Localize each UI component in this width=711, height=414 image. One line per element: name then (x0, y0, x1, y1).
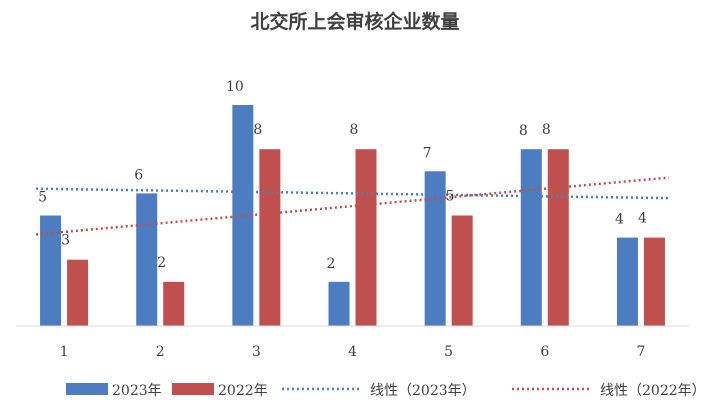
x-tick-label: 3 (252, 344, 261, 360)
data-label-2023年-6: 8 (519, 123, 528, 139)
data-label-2022年-6: 8 (542, 122, 551, 138)
data-label-2022年-1: 3 (61, 233, 70, 249)
data-label-2022年-3: 8 (253, 122, 262, 138)
bar-2023年-6 (520, 149, 542, 326)
legend-swatch (172, 383, 214, 395)
x-tick-label: 6 (540, 344, 549, 360)
x-tick-labels: 1 2 3 4 5 6 7 (60, 344, 646, 360)
data-label-2023年-1: 5 (38, 190, 47, 206)
chart-title: 北交所上会审核企业数量 (250, 10, 459, 33)
legend-swatch (66, 383, 108, 395)
trendlines-layer (35, 176, 670, 236)
bar-2022年-5 (451, 215, 473, 326)
trendline-2023年 (36, 187, 669, 200)
x-tick-label: 1 (60, 344, 69, 360)
trendline-2022年 (35, 176, 670, 236)
data-label-2022年-2: 2 (157, 255, 166, 271)
legend-label: 2023年 (112, 383, 162, 399)
data-label-2022年-4: 8 (350, 122, 359, 138)
data-label-2023年-4: 2 (327, 256, 336, 272)
x-tick-label: 7 (636, 344, 645, 360)
bar-2022年-6 (547, 149, 569, 326)
bar-2023年-2 (136, 193, 158, 326)
bar-2023年-4 (328, 281, 350, 326)
bar-2023年-5 (424, 171, 446, 326)
x-tick-label: 5 (444, 344, 453, 360)
data-label-2023年-3: 10 (226, 79, 244, 95)
data-label-2023年-2: 6 (134, 167, 143, 183)
bar-2022年-2 (163, 281, 185, 326)
legend-label: 线性（2023年） (370, 383, 476, 399)
legend-label: 线性（2022年） (600, 383, 706, 399)
legend: 2023年 2022年 线性（2023年） 线性（2022年） (66, 383, 706, 399)
bar-2022年-3 (259, 149, 281, 326)
bar-2022年-7 (643, 237, 665, 326)
x-tick-label: 2 (156, 344, 165, 360)
bar-2022年-4 (355, 149, 377, 326)
data-label-2023年-5: 7 (423, 145, 432, 161)
bar-2023年-3 (232, 105, 254, 326)
bar-2023年-7 (616, 237, 638, 326)
data-label-2022年-5: 5 (446, 189, 455, 205)
data-label-2022年-7: 4 (638, 211, 647, 227)
x-tick-label: 4 (348, 344, 357, 360)
bar-2023年-1 (40, 215, 62, 326)
bar-2022年-1 (67, 259, 89, 326)
legend-label: 2022年 (218, 383, 268, 399)
data-label-2023年-7: 4 (615, 212, 624, 228)
